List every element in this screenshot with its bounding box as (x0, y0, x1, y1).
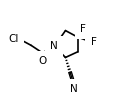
Text: F: F (91, 37, 96, 47)
Text: N: N (70, 84, 78, 94)
Text: Cl: Cl (9, 34, 19, 44)
Text: N: N (51, 41, 58, 51)
Text: O: O (38, 56, 46, 66)
Text: F: F (80, 24, 86, 34)
